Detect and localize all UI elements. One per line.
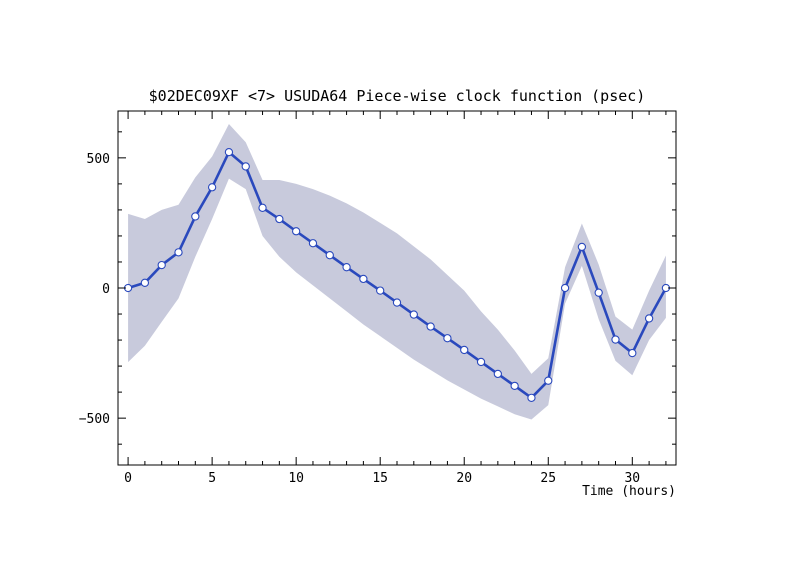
data-point xyxy=(174,248,183,257)
data-point xyxy=(443,334,452,343)
data-point xyxy=(577,242,587,252)
x-axis-label: Time (hours) xyxy=(582,484,676,499)
data-point xyxy=(510,381,519,391)
data-point xyxy=(359,274,368,284)
data-point xyxy=(157,260,166,270)
data-point xyxy=(544,376,553,385)
x-tick-label: 0 xyxy=(124,471,132,486)
data-point xyxy=(611,335,620,344)
data-point xyxy=(241,162,250,171)
data-point xyxy=(409,310,418,319)
data-point xyxy=(476,357,486,367)
data-point xyxy=(308,239,318,248)
data-point xyxy=(527,393,536,402)
data-point xyxy=(594,288,603,297)
x-tick-label: 15 xyxy=(372,471,388,486)
uncertainty-band xyxy=(128,124,666,420)
data-point xyxy=(644,314,654,323)
data-point xyxy=(392,298,402,307)
x-tick-label: 20 xyxy=(456,471,472,486)
axis-ticks-layer: 0 5 10 15 20 25 30 500 0 −500 xyxy=(79,111,676,486)
x-tick-label: 25 xyxy=(540,471,556,486)
data-point xyxy=(376,286,385,295)
y-tick-label: 0 xyxy=(102,282,110,297)
data-point xyxy=(207,183,217,192)
confidence-band-layer xyxy=(128,124,666,420)
data-point xyxy=(191,212,200,221)
data-point xyxy=(560,283,570,293)
data-points-layer xyxy=(123,147,671,402)
data-point xyxy=(460,345,469,355)
y-tick-label: −500 xyxy=(79,412,110,427)
y-tick-label: 500 xyxy=(87,152,110,167)
chart-title: $02DEC09XF <7> USUDA64 Piece-wise clock … xyxy=(149,87,646,105)
data-point xyxy=(140,278,150,287)
data-point xyxy=(325,251,334,260)
data-point xyxy=(224,147,234,157)
data-point xyxy=(342,263,351,272)
data-point xyxy=(292,227,301,236)
x-tick-label: 5 xyxy=(208,471,216,486)
data-point xyxy=(426,322,435,331)
data-point xyxy=(258,203,267,212)
data-point xyxy=(628,348,637,358)
data-point xyxy=(493,369,502,379)
data-point xyxy=(275,214,284,224)
x-tick-label: 10 xyxy=(288,471,304,486)
x-tick-label: 30 xyxy=(624,471,640,486)
